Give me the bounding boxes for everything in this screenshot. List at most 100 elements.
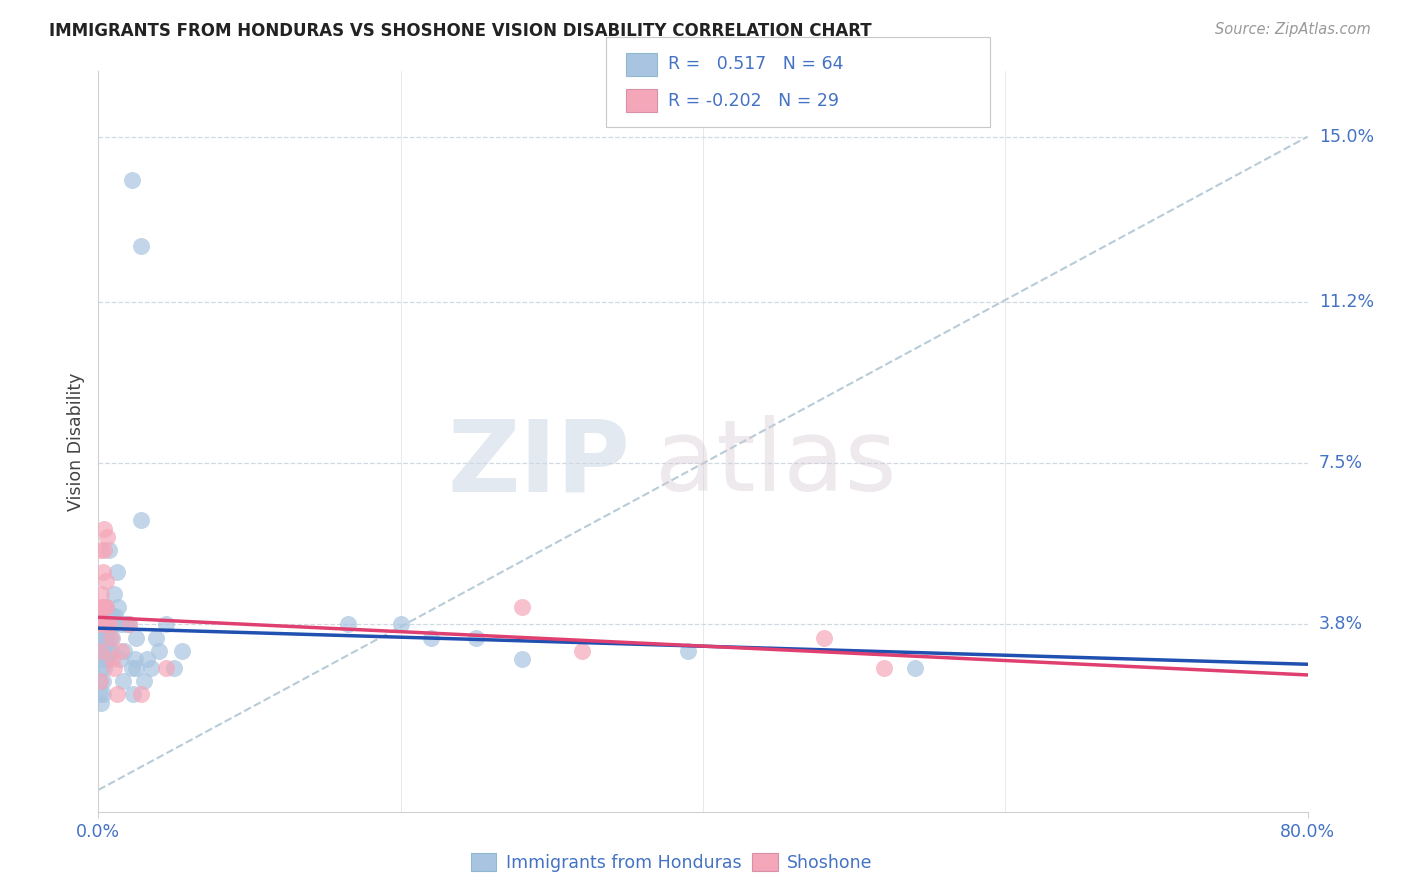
Point (510, 652, 533, 666)
Point (105, 687, 128, 701)
Point (571, 643, 593, 657)
Point (96, 652, 118, 666)
Point (93, 543, 115, 558)
Point (91, 600, 114, 615)
Point (93, 522, 115, 536)
Point (100, 631, 122, 645)
Point (110, 617, 132, 632)
Y-axis label: Vision Disability: Vision Disability (66, 372, 84, 511)
Point (98, 617, 121, 632)
Point (94, 600, 117, 615)
Point (114, 617, 136, 632)
Point (104, 608, 127, 623)
Point (107, 600, 129, 615)
Point (389, 617, 412, 632)
Text: 15.0%: 15.0% (1319, 128, 1374, 145)
Point (873, 661, 896, 675)
Point (145, 631, 167, 645)
Text: 3.8%: 3.8% (1319, 615, 1362, 633)
Point (118, 617, 141, 632)
Point (108, 652, 131, 666)
Point (89, 631, 111, 645)
Point (89, 652, 111, 666)
Point (125, 661, 148, 675)
Point (112, 643, 135, 657)
Point (100, 617, 122, 632)
Point (96, 617, 118, 632)
Point (90, 587, 112, 601)
Point (103, 617, 125, 632)
Point (124, 652, 146, 666)
Point (96, 617, 118, 632)
Point (155, 617, 177, 632)
Text: R = -0.202   N = 29: R = -0.202 N = 29 (668, 92, 839, 110)
Point (336, 617, 359, 632)
Text: R =   0.517   N = 64: R = 0.517 N = 64 (668, 55, 844, 73)
Point (93, 661, 115, 675)
Point (904, 661, 927, 675)
Point (813, 631, 835, 645)
Point (135, 652, 157, 666)
Point (90, 600, 112, 615)
Text: IMMIGRANTS FROM HONDURAS VS SHOSHONE VISION DISABILITY CORRELATION CHART: IMMIGRANTS FROM HONDURAS VS SHOSHONE VIS… (49, 22, 872, 40)
Text: Immigrants from Honduras: Immigrants from Honduras (506, 854, 742, 871)
Point (91, 652, 114, 666)
Point (93, 600, 115, 615)
Point (98, 631, 121, 645)
Point (91, 648, 114, 662)
Point (122, 687, 145, 701)
Point (465, 631, 488, 645)
Point (170, 643, 193, 657)
Point (93, 652, 115, 666)
Point (132, 674, 155, 689)
Point (91, 617, 114, 632)
Point (96, 530, 118, 544)
Point (89, 687, 111, 701)
Point (90, 643, 112, 657)
Point (129, 513, 152, 527)
Point (676, 643, 699, 657)
Point (163, 661, 186, 675)
Point (90, 608, 112, 623)
Point (121, 173, 143, 187)
Point (510, 600, 533, 615)
Point (101, 608, 124, 623)
Point (121, 661, 143, 675)
Point (125, 631, 148, 645)
Point (98, 643, 121, 657)
Point (89, 674, 111, 689)
Text: atlas: atlas (655, 416, 896, 512)
Point (91, 674, 114, 689)
Point (89, 617, 111, 632)
Point (89, 674, 111, 689)
Point (90, 696, 112, 710)
Text: Source: ZipAtlas.com: Source: ZipAtlas.com (1215, 22, 1371, 37)
Point (103, 661, 125, 675)
Point (129, 687, 152, 701)
Point (419, 631, 441, 645)
Point (91, 687, 114, 701)
Point (89, 643, 111, 657)
Point (148, 643, 170, 657)
Point (110, 643, 132, 657)
Text: ZIP: ZIP (447, 416, 630, 512)
Point (101, 631, 124, 645)
Point (96, 643, 118, 657)
Point (141, 661, 163, 675)
Point (118, 617, 141, 632)
Point (129, 238, 152, 252)
Point (91, 617, 114, 632)
Text: 11.2%: 11.2% (1319, 293, 1374, 311)
Point (90, 661, 112, 675)
Point (91, 565, 114, 579)
Point (98, 543, 121, 558)
Point (94, 574, 117, 588)
Point (93, 631, 115, 645)
Point (105, 565, 128, 579)
Point (100, 643, 122, 657)
Point (90, 543, 112, 558)
Point (90, 639, 112, 653)
Point (103, 587, 125, 601)
Text: Shoshone: Shoshone (787, 854, 873, 871)
Text: 7.5%: 7.5% (1319, 454, 1362, 473)
